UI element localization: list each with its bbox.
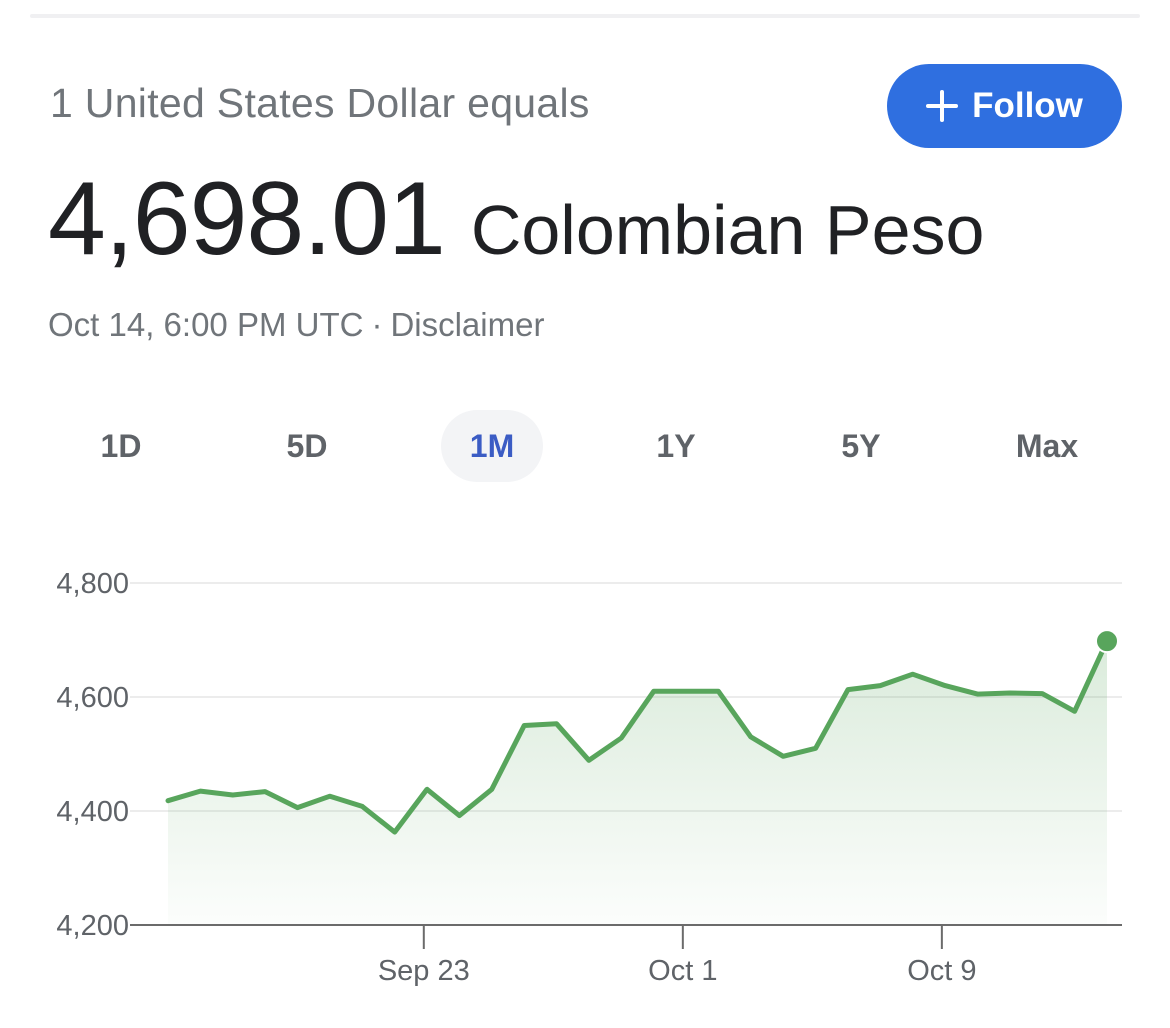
latest-point-marker: [1095, 629, 1119, 654]
series-line: [165, 638, 1110, 835]
exchange-rate: 4,698.01 Colombian Peso: [48, 160, 984, 279]
tab-label: 5Y: [841, 427, 881, 464]
exchange-rate-chart: 4,800 4,600 4,400 4,200 Sep 23 Oct 1 Oct 9: [56, 568, 1122, 987]
tab-1y[interactable]: 1Y: [625, 410, 727, 482]
y-tick-label: 4,200: [56, 910, 129, 942]
tab-max[interactable]: Max: [996, 410, 1098, 482]
follow-button-label: Follow: [972, 86, 1083, 125]
follow-button[interactable]: Follow: [887, 64, 1122, 148]
rate-currency: Colombian Peso: [470, 191, 985, 269]
tab-1d[interactable]: 1D: [70, 410, 172, 482]
tab-label: Max: [1015, 427, 1079, 464]
y-tick-label: 4,800: [56, 568, 129, 600]
x-tick-label: Sep 23: [378, 955, 470, 987]
series-area: [168, 641, 1107, 925]
tab-label: 1M: [469, 427, 515, 464]
time-range-tabs: 1D 5D 1M 1Y 5Y Max: [30, 408, 1140, 484]
tab-5y[interactable]: 5Y: [810, 410, 912, 482]
disclaimer-link[interactable]: Disclaimer: [390, 306, 545, 343]
x-tick-label: Oct 1: [648, 955, 717, 987]
separator: ·: [371, 306, 383, 343]
y-tick-label: 4,600: [56, 682, 129, 714]
conversion-subtitle: 1 United States Dollar equals: [50, 80, 590, 126]
tab-1m[interactable]: 1M: [441, 410, 543, 482]
tab-5d[interactable]: 5D: [256, 410, 358, 482]
rate-timestamp-line: Oct 14, 6:00 PM UTC · Disclaimer: [48, 306, 544, 344]
tab-label: 5D: [286, 427, 328, 464]
tab-label: 1D: [100, 427, 142, 464]
rate-value: 4,698.01: [48, 161, 446, 277]
x-tick-label: Oct 9: [907, 955, 976, 987]
plus-icon: [926, 90, 959, 122]
tab-label: 1Y: [656, 427, 696, 464]
y-tick-label: 4,400: [56, 796, 129, 828]
timestamp: Oct 14, 6:00 PM UTC: [48, 306, 364, 343]
top-divider: [30, 14, 1140, 18]
